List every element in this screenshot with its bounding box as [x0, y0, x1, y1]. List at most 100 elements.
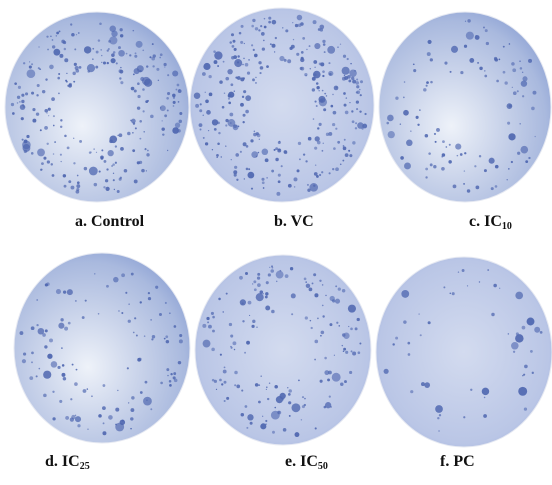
colony [330, 296, 335, 301]
colony [515, 334, 523, 342]
colony [428, 321, 431, 324]
colony [56, 35, 57, 36]
colony [61, 347, 63, 349]
colony [261, 32, 265, 36]
colony [419, 109, 421, 111]
colony [280, 393, 286, 399]
colony [243, 58, 245, 60]
colony [75, 69, 79, 73]
colony [317, 141, 321, 145]
colony [103, 422, 105, 424]
colony [335, 299, 340, 304]
colony [130, 120, 132, 122]
colony [343, 145, 345, 147]
colony [403, 110, 409, 116]
colony [484, 70, 485, 71]
colony [278, 141, 281, 144]
colony [427, 40, 431, 44]
colony [65, 416, 69, 420]
colony [248, 59, 250, 61]
colony [111, 58, 116, 63]
colony [161, 127, 164, 130]
colony [460, 71, 463, 74]
colony [522, 95, 524, 97]
colony [448, 160, 451, 163]
colony [117, 190, 120, 193]
colony [173, 105, 175, 107]
colony [45, 329, 48, 332]
caption-subscript: 10 [502, 221, 512, 232]
colony [225, 145, 226, 146]
colony [58, 323, 64, 329]
colony [64, 185, 67, 188]
colony [92, 48, 94, 50]
colony [430, 163, 433, 166]
colony [53, 125, 55, 127]
colony [322, 40, 325, 43]
colony [120, 67, 121, 68]
colony [266, 177, 268, 179]
colony [334, 355, 335, 356]
colony [324, 51, 326, 53]
colony [466, 32, 474, 40]
colony [300, 67, 303, 70]
colony [314, 340, 318, 344]
colony [285, 274, 289, 278]
colony [22, 141, 31, 150]
colony [525, 160, 528, 163]
colony [71, 186, 75, 190]
colony [520, 67, 523, 70]
colony [317, 318, 319, 320]
colony [348, 326, 349, 327]
caption-subscript: 25 [80, 461, 90, 472]
colony [400, 123, 401, 124]
colony [408, 353, 411, 356]
colony [401, 290, 409, 298]
colony [78, 32, 80, 34]
colony [173, 97, 175, 99]
colony [114, 189, 115, 190]
colony [109, 139, 113, 143]
colony [92, 58, 94, 60]
colony [106, 168, 108, 170]
colony [98, 39, 100, 41]
colony [428, 152, 431, 155]
colony [298, 380, 300, 382]
colony [100, 49, 101, 50]
colony [22, 139, 24, 141]
colony [338, 288, 341, 291]
colony [318, 28, 321, 31]
colony [315, 136, 320, 141]
colony [255, 27, 258, 30]
colony [417, 124, 419, 126]
colony [232, 341, 236, 345]
colony [246, 341, 250, 345]
colony [340, 44, 341, 45]
colony [212, 119, 218, 125]
colony [52, 39, 54, 41]
colony [477, 62, 479, 64]
colony [395, 97, 398, 100]
colony [223, 61, 225, 63]
colony [47, 160, 50, 163]
colony [36, 375, 38, 377]
colony [251, 44, 253, 46]
colony [312, 282, 314, 284]
colony [50, 36, 52, 38]
colony [51, 361, 58, 368]
colony [105, 187, 109, 191]
colony [344, 75, 345, 76]
caption: d. IC25 [45, 453, 90, 472]
colony [452, 292, 455, 295]
colony [89, 151, 92, 154]
colony [249, 315, 250, 316]
colony [128, 303, 130, 305]
colony [202, 324, 206, 328]
colony [101, 149, 103, 151]
colony [388, 131, 395, 138]
colony [232, 45, 235, 48]
colony [308, 137, 312, 141]
colony [331, 105, 334, 108]
colony [427, 52, 431, 56]
colony [113, 277, 118, 282]
